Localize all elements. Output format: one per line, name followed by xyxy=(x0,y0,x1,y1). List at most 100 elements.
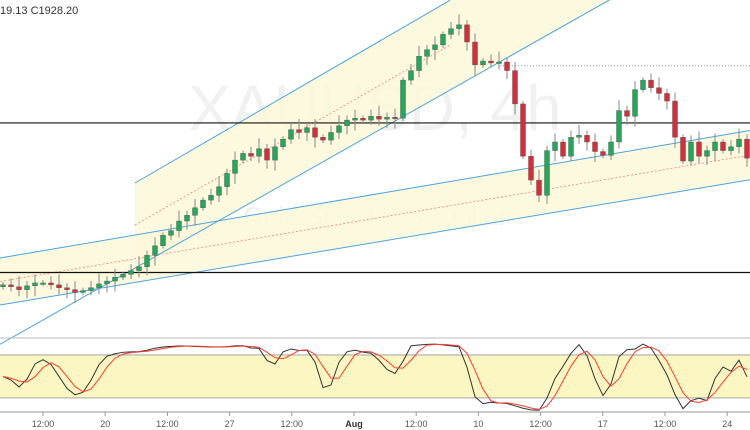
candle-down xyxy=(360,117,366,121)
shallow-channel-lower-line xyxy=(0,179,750,306)
candle-down xyxy=(512,70,518,105)
candle-down xyxy=(56,284,62,288)
candle-down xyxy=(464,24,470,43)
candle-down xyxy=(392,117,398,119)
candle-down xyxy=(520,103,526,157)
shallow-channel-upper-line xyxy=(0,130,750,259)
candle-down xyxy=(600,151,606,156)
candle-up xyxy=(168,230,174,236)
candle-up xyxy=(416,56,422,71)
candle-up xyxy=(616,110,622,143)
time-tick-label: 12:00 xyxy=(654,419,677,429)
candle-down xyxy=(264,148,270,161)
candle-up xyxy=(352,117,358,121)
time-tick-label: 20 xyxy=(100,419,110,429)
candle-up xyxy=(456,24,462,29)
candle-up xyxy=(480,60,486,66)
time-tick-label: Aug xyxy=(345,419,363,429)
candle-down xyxy=(744,138,750,159)
candle-up xyxy=(712,141,718,151)
candle-down xyxy=(656,87,662,94)
candle-up xyxy=(128,270,134,275)
candle-down xyxy=(536,179,542,196)
candle-up xyxy=(408,70,414,81)
time-tick-label: 12:00 xyxy=(529,419,552,429)
time-tick-label: 17 xyxy=(598,419,608,429)
candle-up xyxy=(192,207,198,216)
candle-up xyxy=(120,274,126,278)
time-tick-label: 12:00 xyxy=(281,419,304,429)
candle-up xyxy=(608,141,614,156)
time-tick-label: 10 xyxy=(473,419,483,429)
candle-down xyxy=(48,282,54,286)
candle-down xyxy=(584,135,590,143)
candle-up xyxy=(152,245,158,256)
candle-up xyxy=(448,28,454,35)
candle-up xyxy=(368,116,374,121)
candle-up xyxy=(184,215,190,222)
candle-up xyxy=(424,49,430,57)
candle-up xyxy=(40,282,46,285)
candle-up xyxy=(440,34,446,46)
candle-down xyxy=(312,127,318,138)
candle-down xyxy=(648,79,654,88)
candle-up xyxy=(384,117,390,120)
time-tick-label: 12:00 xyxy=(156,419,179,429)
candle-up xyxy=(496,61,502,64)
candle-up xyxy=(216,186,222,196)
candle-down xyxy=(248,153,254,157)
candle-up xyxy=(328,132,334,141)
stochastic-band xyxy=(0,354,750,398)
candle-down xyxy=(320,137,326,141)
candle-up xyxy=(336,125,342,133)
candle-down xyxy=(296,129,302,133)
candle-up xyxy=(224,173,230,187)
candle-up xyxy=(160,235,166,247)
candle-up xyxy=(0,284,6,287)
candle-up xyxy=(704,150,710,157)
candle-up xyxy=(256,148,262,157)
candle-down xyxy=(528,156,534,181)
candle-down xyxy=(624,110,630,117)
candle-down xyxy=(64,287,70,290)
candle-down xyxy=(504,61,510,71)
candle-up xyxy=(576,135,582,138)
candle-up xyxy=(544,150,550,196)
time-tick-label: 27 xyxy=(225,419,235,429)
time-tick-label: 24 xyxy=(722,419,732,429)
shallow-channel-midline xyxy=(0,154,750,282)
steep-channel-lower-line xyxy=(0,0,611,345)
candle-down xyxy=(696,141,702,157)
candle-up xyxy=(280,138,286,147)
candle-down xyxy=(16,286,22,290)
candle-up xyxy=(176,220,182,231)
steep-channel-upper-line xyxy=(134,0,451,184)
ohlc-readout: 19.13 C1928.20 xyxy=(0,5,79,17)
stochastic-d-line xyxy=(2,343,748,410)
candle-up xyxy=(272,146,278,161)
candle-down xyxy=(664,93,670,102)
time-tick-label: 12:00 xyxy=(32,419,55,429)
candle-up xyxy=(232,159,238,174)
candle-up xyxy=(112,277,118,282)
candle-up xyxy=(208,195,214,201)
candle-up xyxy=(96,283,102,288)
candle-down xyxy=(592,141,598,152)
candle-up xyxy=(104,280,110,285)
candle-up xyxy=(728,146,734,151)
candle-up xyxy=(144,255,150,267)
candle-up xyxy=(568,137,574,157)
candle-up xyxy=(200,199,206,208)
candle-up xyxy=(432,44,438,50)
candle-up xyxy=(304,127,310,133)
candle-up xyxy=(240,153,246,161)
candle-down xyxy=(680,137,686,162)
shallow-channel-fill xyxy=(0,130,750,305)
candle-up xyxy=(24,285,30,290)
candle-up xyxy=(288,129,294,140)
time-tick-label: 12:00 xyxy=(405,419,428,429)
candle-up xyxy=(32,282,38,287)
candle-down xyxy=(672,100,678,138)
candle-up xyxy=(552,141,558,151)
